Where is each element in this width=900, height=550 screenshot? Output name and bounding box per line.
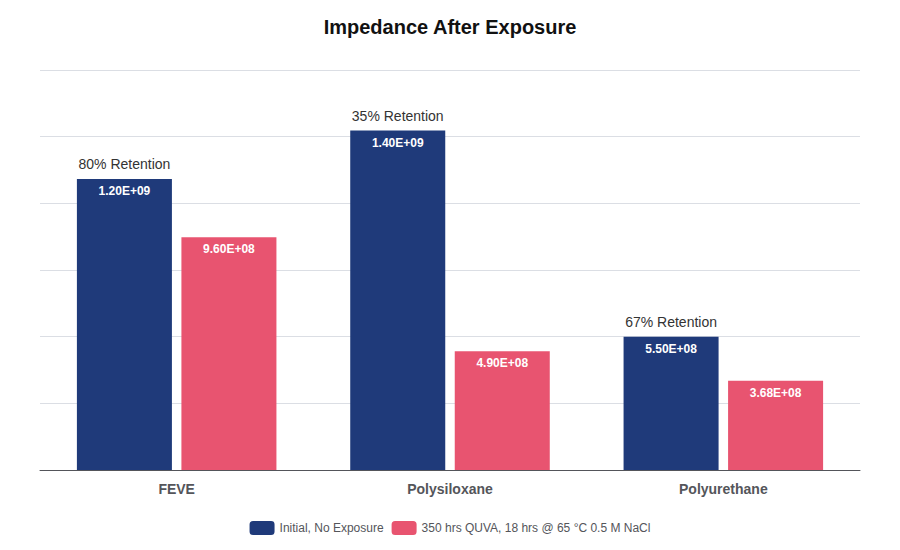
svg-text:5.50E+08: 5.50E+08 — [645, 342, 697, 356]
svg-text:4.90E+08: 4.90E+08 — [476, 356, 528, 370]
svg-text:Polysiloxane: Polysiloxane — [407, 481, 493, 497]
svg-text:FEVE: FEVE — [158, 481, 195, 497]
svg-text:350 hrs QUVA, 18 hrs @ 65 °C 0: 350 hrs QUVA, 18 hrs @ 65 °C 0.5 M NaCl — [422, 521, 651, 535]
svg-text:Impedance After Exposure: Impedance After Exposure — [324, 16, 577, 38]
svg-text:9.60E+08: 9.60E+08 — [203, 242, 255, 256]
svg-text:Initial, No Exposure: Initial, No Exposure — [280, 521, 384, 535]
svg-text:35% Retention: 35% Retention — [352, 108, 444, 124]
svg-text:1.20E+09: 1.20E+09 — [99, 184, 151, 198]
svg-text:80% Retention: 80% Retention — [78, 156, 170, 172]
svg-text:Polyurethane: Polyurethane — [679, 481, 768, 497]
svg-text:1.40E+09: 1.40E+09 — [372, 136, 424, 150]
svg-text:67% Retention: 67% Retention — [625, 314, 717, 330]
svg-text:3.68E+08: 3.68E+08 — [750, 386, 802, 400]
